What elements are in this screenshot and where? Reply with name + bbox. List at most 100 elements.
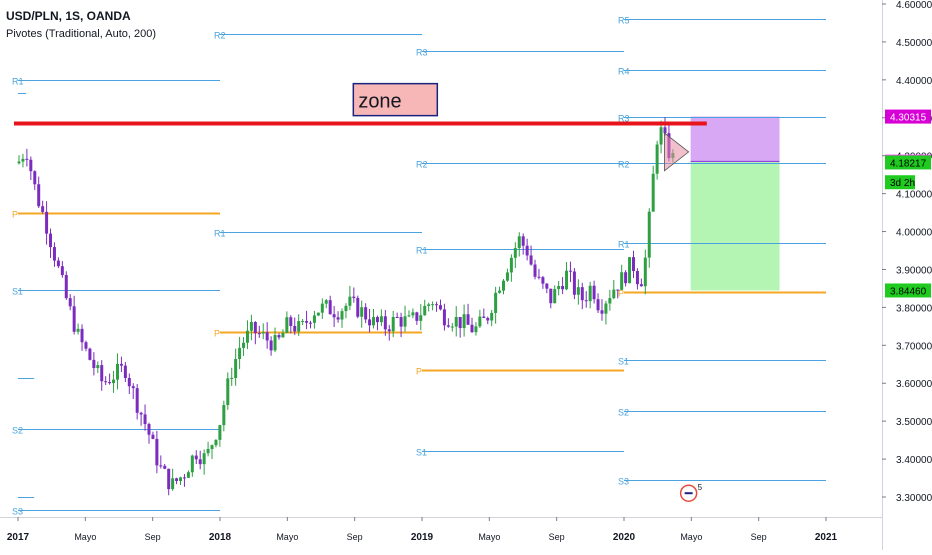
candle-body <box>143 414 147 425</box>
price-label: 4.30315 <box>890 113 927 124</box>
pivot-label-P-2: P <box>12 210 18 220</box>
candle <box>391 310 395 338</box>
candle-body <box>395 316 399 318</box>
candle-body <box>643 257 647 287</box>
candle <box>293 317 297 335</box>
candle-body <box>336 317 340 320</box>
candle-body <box>635 271 639 285</box>
candle <box>588 281 592 309</box>
candle-body <box>639 284 643 287</box>
pivot-label-S2-23: S2 <box>618 408 629 418</box>
candle <box>431 301 435 311</box>
pivot-label-P-21: P <box>618 289 624 299</box>
candle-body <box>175 478 179 481</box>
candle-body <box>521 236 525 246</box>
candle-body <box>167 468 171 490</box>
candle-body <box>29 159 33 172</box>
candle <box>375 315 379 331</box>
candle <box>230 367 234 386</box>
event-count: 5 <box>698 483 703 492</box>
candle <box>608 289 612 311</box>
candle-body <box>553 289 557 304</box>
candle-body <box>312 315 316 323</box>
candle <box>17 155 21 165</box>
x-tick-label: Mayo <box>680 532 702 542</box>
price-label-bg <box>885 155 931 170</box>
pivot-label-S2-5: S2 <box>12 426 23 436</box>
candle-body <box>64 275 68 299</box>
candle-body <box>115 363 119 380</box>
candle <box>647 208 651 268</box>
candle-body <box>127 377 131 387</box>
candle <box>427 302 431 312</box>
profit-zone <box>690 161 780 291</box>
candle <box>147 422 151 444</box>
candle-body <box>80 328 84 343</box>
candle-body <box>214 439 218 446</box>
pivot-label-P-14: P <box>416 367 422 377</box>
candle-body <box>427 304 431 306</box>
candle <box>167 468 171 496</box>
candle-body <box>364 307 368 320</box>
candle-body <box>119 363 123 366</box>
candle <box>37 176 41 209</box>
candle-body <box>112 379 116 384</box>
candle-body <box>450 326 454 328</box>
candle-body <box>297 321 301 332</box>
candle-body <box>293 325 297 332</box>
candle <box>549 288 553 309</box>
candle-body <box>218 425 222 440</box>
candle-body <box>612 289 616 299</box>
candle <box>277 333 281 340</box>
x-tick-label: Sep <box>751 532 767 542</box>
pivot-label-R1-0: R1 <box>12 77 24 87</box>
candle-body <box>509 257 513 273</box>
candle <box>127 373 131 395</box>
candle <box>135 384 139 420</box>
y-tick-label: 3.50000 <box>896 417 932 428</box>
candle <box>163 463 167 470</box>
candle-body <box>277 335 281 338</box>
candle-body <box>202 453 206 465</box>
candle <box>238 336 242 370</box>
candle <box>525 238 529 261</box>
candle-body <box>525 245 529 256</box>
candle <box>541 275 545 289</box>
candle-body <box>147 424 151 435</box>
candle <box>226 372 230 410</box>
candle <box>639 278 643 287</box>
candle <box>419 304 423 331</box>
candle <box>364 303 368 324</box>
candle-body <box>419 315 423 321</box>
candle-body <box>596 299 600 311</box>
candle-body <box>25 158 29 160</box>
candle <box>565 262 569 291</box>
candle-body <box>383 316 387 330</box>
candle-body <box>198 459 202 465</box>
candle-body <box>368 319 372 326</box>
candle <box>257 325 261 338</box>
candle-body <box>182 477 186 479</box>
candle-body <box>620 272 624 290</box>
candle <box>198 450 202 470</box>
x-tick-label: Mayo <box>74 532 96 542</box>
candle-body <box>171 478 175 490</box>
candle-body <box>305 321 309 323</box>
candle <box>502 279 506 295</box>
candle <box>379 309 383 326</box>
candle-body <box>96 365 100 369</box>
candle-body <box>458 317 462 329</box>
candle <box>545 282 549 294</box>
candle <box>387 324 391 341</box>
candle-body <box>123 365 127 378</box>
candle-body <box>529 255 533 265</box>
candle <box>466 303 470 325</box>
candle <box>450 323 454 332</box>
candle-body <box>340 311 344 320</box>
candle <box>328 295 332 315</box>
candle <box>537 268 541 280</box>
candle-body <box>269 340 273 351</box>
candle <box>100 360 104 391</box>
